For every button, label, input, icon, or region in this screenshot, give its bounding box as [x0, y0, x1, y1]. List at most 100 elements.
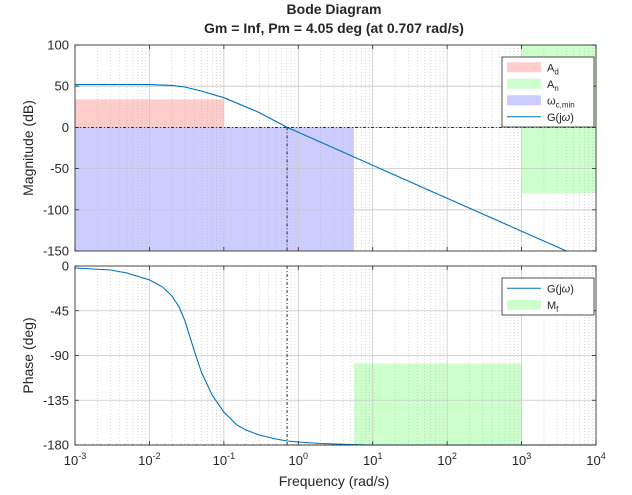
xtick-label-base: 10 [437, 453, 451, 468]
phase-ylabel: Phase (deg) [20, 317, 36, 393]
mag-series-0-point [447, 198, 448, 199]
xtick-label-exponent: 1 [377, 451, 382, 461]
legend-entry: G(jω) [507, 112, 574, 124]
legend-swatch [507, 62, 541, 73]
legend-label: G(jω) [547, 112, 574, 124]
mag-ytick-label: 50 [55, 79, 69, 94]
legend-entry: G(jω) [507, 283, 574, 295]
phase-series-0-point [194, 350, 195, 351]
legend-entry: ωc,min [507, 95, 575, 109]
phase-region-M_f [353, 363, 522, 445]
xtick-label-exponent: 0 [303, 451, 308, 461]
mag-series-0-point [298, 132, 299, 133]
phase-ytick-label: -90 [50, 348, 69, 363]
phase-series-0-point [184, 320, 185, 321]
mag-series-0-point [201, 91, 202, 92]
legend-label-sub: f [556, 305, 559, 314]
phase-ytick-label: -45 [50, 303, 69, 318]
legend-swatch [507, 78, 541, 89]
phase-legend: G(jω) Mf [501, 277, 595, 316]
legend-entry: Mf [507, 299, 559, 314]
legend-label-sub: d [554, 67, 558, 76]
phase-ytick-label: 0 [62, 259, 69, 274]
mag-ylabel: Magnitude (dB) [20, 100, 36, 196]
phase-series-0-point [223, 412, 224, 413]
phase-series-0-point [162, 286, 163, 287]
xtick-label: 102 [437, 451, 456, 468]
xtick-label-base: 10 [289, 453, 303, 468]
mag-ytick-label: -100 [43, 202, 69, 217]
mag-ytick-label: 100 [47, 38, 69, 53]
xtick-label: 10-3 [64, 451, 86, 468]
legend-label-main: G(j [547, 283, 562, 295]
legend-label: An [547, 79, 559, 93]
phase-series-0-point [178, 306, 179, 307]
xtick-label-exponent: -2 [153, 451, 161, 461]
legend-label-main: A [547, 62, 555, 74]
legend-label: Mf [547, 300, 559, 314]
xtick-label: 10-2 [138, 451, 160, 468]
phase-series-0-point [201, 372, 202, 373]
xtick-label-exponent: 2 [452, 451, 457, 461]
phase-series-0-point [259, 434, 260, 435]
phase-series-0-point [110, 269, 111, 270]
phase-series-0-point [236, 425, 237, 426]
phase-series-0-line [74, 267, 596, 446]
mag-series-0-point [372, 165, 373, 166]
phase-ytick-label: -135 [43, 393, 69, 408]
phase-series-0-point [171, 295, 172, 296]
legend-label: G(jω) [547, 283, 574, 295]
xtick-label-base: 10 [586, 453, 600, 468]
legend-swatch [507, 95, 541, 106]
mag-region-omega_c_min [75, 127, 354, 251]
mag-series-0-point [223, 97, 224, 98]
xtick-label-base: 10 [363, 453, 377, 468]
legend-label: Ad [547, 62, 559, 76]
legend-label-sub: c,min [556, 100, 575, 109]
phase-series-0-point [275, 438, 276, 439]
xtick-label: 103 [512, 451, 531, 468]
legend-label: ωc,min [547, 95, 575, 109]
mag-ytick-label: -50 [50, 161, 69, 176]
figure-title: Bode Diagram [287, 1, 382, 17]
mag-axes-box [74, 44, 597, 252]
legend-label-main: ω [547, 95, 556, 107]
legend-label-omega: ω [562, 112, 571, 124]
xtick-label-base: 10 [213, 453, 227, 468]
xtick-label: 104 [586, 451, 605, 468]
xtick-label-exponent: -1 [227, 451, 235, 461]
mag-ytick-label: -150 [43, 244, 69, 259]
mag-series-0-point [149, 84, 150, 85]
legend-label-sub: n [554, 84, 558, 93]
mag-series-0-line [75, 84, 567, 252]
phase-series-0-point [286, 440, 287, 441]
mag-series-0-point [521, 231, 522, 232]
legend-label-omega: ω [562, 283, 571, 295]
phase-ytick-label: -180 [43, 438, 69, 453]
xtick-label-exponent: 3 [526, 451, 531, 461]
mag-series-0-point [171, 85, 172, 86]
xtick-label-base: 10 [512, 453, 526, 468]
figure-subtitle: Gm = Inf, Pm = 4.05 deg (at 0.707 rad/s) [204, 20, 464, 36]
phase-series-0-point [126, 272, 127, 273]
xtick-label: 100 [289, 451, 308, 468]
xtick-label: 101 [363, 451, 382, 468]
legend-label-main: M [547, 300, 556, 312]
legend-entry: An [507, 78, 559, 93]
phase-series-0-point [149, 279, 150, 280]
phase-series-0-point [212, 395, 213, 396]
xtick-label-exponent: -3 [78, 451, 86, 461]
phase-series-0-point [320, 443, 321, 444]
xtick-label-base: 10 [138, 453, 152, 468]
mag-series-0-point [184, 86, 185, 87]
xtick-label: 10-1 [213, 451, 235, 468]
legend-entry: Ad [507, 62, 559, 76]
legend-label-main: G(j [547, 112, 562, 124]
mag-ytick-label: 0 [62, 120, 69, 135]
x-axis-label: Frequency (rad/s) [279, 473, 389, 489]
